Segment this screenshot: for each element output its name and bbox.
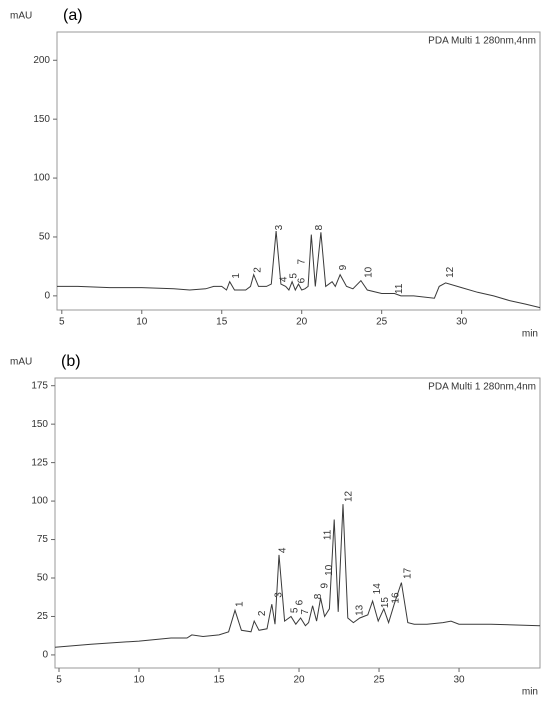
x-tick-label: 30 xyxy=(456,317,468,328)
y-tick-label: 75 xyxy=(37,534,49,545)
peak-label: 11 xyxy=(322,529,333,540)
peak-label: 4 xyxy=(278,547,289,553)
peak-label: 9 xyxy=(338,264,349,270)
y-tick-label: 50 xyxy=(39,232,51,243)
peak-label: 11 xyxy=(394,283,405,294)
peak-label: 14 xyxy=(372,583,383,595)
peak-label: 6 xyxy=(295,599,306,605)
x-tick-label: 10 xyxy=(136,317,148,328)
peak-label: 17 xyxy=(402,567,413,579)
y-tick-label: 25 xyxy=(37,611,49,622)
y-tick-label: 150 xyxy=(33,114,50,125)
x-tick-label: 15 xyxy=(216,317,228,328)
x-tick-label: 30 xyxy=(453,675,465,686)
y-tick-label: 100 xyxy=(31,496,48,507)
peak-label: 7 xyxy=(300,609,311,615)
y-tick-label: 0 xyxy=(42,650,48,661)
y-tick-label: 100 xyxy=(33,173,50,184)
peak-label: 15 xyxy=(380,597,391,609)
peak-label: 3 xyxy=(274,592,285,598)
trace xyxy=(54,504,541,648)
x-tick-label: 10 xyxy=(133,675,145,686)
x-tick-label: 15 xyxy=(213,675,225,686)
x-tick-label: 20 xyxy=(293,675,305,686)
plot-frame xyxy=(54,377,541,669)
y-axis-label: mAU xyxy=(10,357,32,368)
peak-label: 2 xyxy=(257,610,268,616)
peak-label: 1 xyxy=(234,601,245,607)
peak-label: 16 xyxy=(390,592,401,604)
legend-entry: PDA Multi 1 280nm,4nm xyxy=(428,36,536,47)
legend-entry: PDA Multi 1 280nm,4nm xyxy=(428,382,536,393)
y-axis-label: mAU xyxy=(10,11,32,22)
trace xyxy=(57,231,541,309)
peak-label: 12 xyxy=(343,490,354,502)
y-tick-label: 150 xyxy=(31,419,48,430)
x-axis-label: min xyxy=(522,329,538,340)
y-tick-label: 200 xyxy=(33,55,50,66)
peak-label: 4 xyxy=(279,276,290,282)
x-tick-label: 20 xyxy=(296,317,308,328)
y-tick-label: 125 xyxy=(31,457,48,468)
peak-label: 1 xyxy=(231,273,242,279)
x-tick-label: 25 xyxy=(373,675,385,686)
x-tick-label: 5 xyxy=(59,317,65,328)
x-tick-label: 5 xyxy=(56,675,62,686)
x-tick-label: 25 xyxy=(376,317,388,328)
peak-label: 10 xyxy=(324,564,335,576)
plot-frame xyxy=(56,31,541,311)
x-axis-label: min xyxy=(522,687,538,698)
peak-label: 3 xyxy=(274,224,285,230)
y-tick-label: 0 xyxy=(44,291,50,302)
peak-label: 5 xyxy=(288,273,299,279)
peak-label: 12 xyxy=(445,266,456,278)
peak-label: 6 xyxy=(296,277,307,283)
peak-label: 2 xyxy=(252,267,263,273)
peak-label: 9 xyxy=(319,582,330,588)
y-tick-label: 50 xyxy=(37,573,49,584)
peak-label: 8 xyxy=(314,224,325,230)
y-tick-label: 175 xyxy=(31,380,48,391)
peak-label: 7 xyxy=(296,258,307,264)
panel-label: (b) xyxy=(61,353,81,370)
peak-label: 13 xyxy=(354,604,365,616)
peak-label: 8 xyxy=(313,593,324,599)
peak-label: 5 xyxy=(290,607,301,613)
panel-label: (a) xyxy=(63,7,83,24)
peak-label: 10 xyxy=(364,266,375,278)
